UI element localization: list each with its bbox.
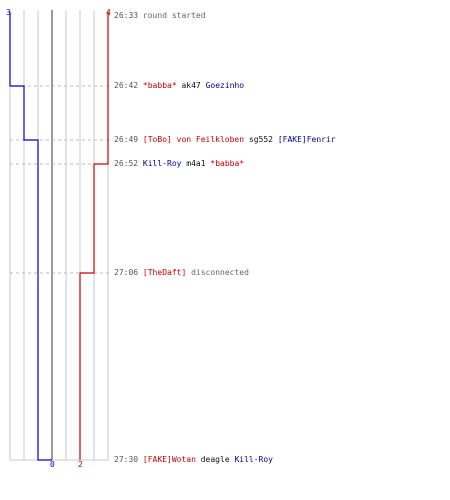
weapon-name: ak47 xyxy=(181,81,201,90)
event-row-round-start: 26:33 round started xyxy=(114,11,206,21)
killer-name[interactable]: Kill-Roy xyxy=(142,159,182,168)
event-time: 26:52 xyxy=(114,159,139,168)
event-row-kill: 26:52 Kill-Roy m4a1 *babba* xyxy=(114,159,244,169)
event-row-disconnect: 27:06 [TheDaft] disconnected xyxy=(114,268,249,278)
killer-name[interactable]: *babba* xyxy=(142,81,177,90)
victim-name[interactable]: Kill-Roy xyxy=(234,455,273,464)
player-name[interactable]: [TheDaft] xyxy=(142,268,187,277)
event-time: 27:06 xyxy=(114,268,139,277)
victim-name[interactable]: *babba* xyxy=(210,159,245,168)
event-time: 26:33 xyxy=(114,11,139,20)
weapon-name: m4a1 xyxy=(186,159,206,168)
event-message: disconnected xyxy=(191,268,249,277)
weapon-name: sg552 xyxy=(248,135,273,144)
victim-name[interactable]: Goezinho xyxy=(205,81,245,90)
red-end-count: 2 xyxy=(78,460,83,469)
event-row-kill: 27:30 [FAKE]Wotan deagle Kill-Roy xyxy=(114,455,273,465)
timeline-grid xyxy=(9,10,109,461)
red-start-count: 4 xyxy=(106,8,111,17)
event-time: 26:49 xyxy=(114,135,139,144)
killer-name[interactable]: [FAKE]Wotan xyxy=(142,455,196,464)
blue-start-count: 3 xyxy=(6,8,11,17)
blue-team-alive-line xyxy=(9,12,52,461)
event-message: round started xyxy=(142,11,206,20)
event-guide-lines xyxy=(10,85,112,274)
blue-end-count: 0 xyxy=(50,460,55,469)
event-row-kill: 26:42 *babba* ak47 Goezinho xyxy=(114,81,244,91)
event-time: 26:42 xyxy=(114,81,139,90)
event-time: 27:30 xyxy=(114,455,139,464)
weapon-name: deagle xyxy=(200,455,230,464)
event-row-kill: 26:49 [ToBo] von Feilkloben sg552 [FAKE]… xyxy=(114,135,336,145)
victim-name[interactable]: [FAKE]Fenrir xyxy=(277,135,336,144)
killer-name[interactable]: [ToBo] von Feilkloben xyxy=(142,135,245,144)
red-team-alive-line xyxy=(79,12,109,460)
